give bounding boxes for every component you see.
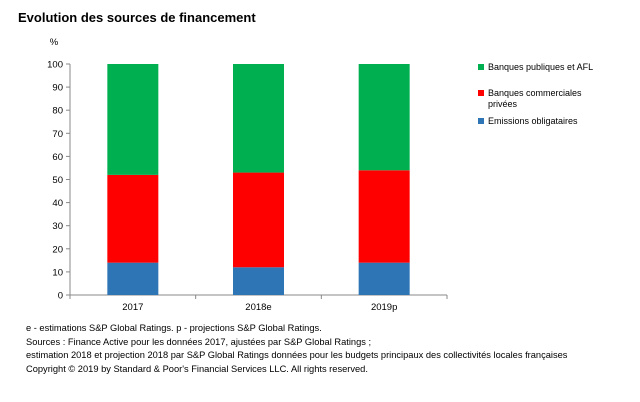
legend-item: Emissions obligataires: [478, 116, 606, 127]
y-tick-label: 10: [52, 267, 63, 278]
footnote-line: Copyright © 2019 by Standard & Poor's Fi…: [26, 363, 368, 374]
footnote-line: Sources : Finance Active pour les donnée…: [26, 336, 372, 347]
y-tick-label: 30: [52, 221, 63, 232]
bar-segment: [107, 64, 159, 175]
y-tick-label: 80: [52, 106, 63, 117]
y-tick-label: 60: [52, 152, 63, 163]
bar-segment: [233, 64, 284, 173]
bar-segment: [107, 262, 159, 295]
legend-swatch: [478, 118, 484, 124]
y-axis-label: %: [50, 37, 59, 48]
x-tick-label: 2018e: [245, 302, 271, 313]
y-tick-label: 100: [47, 60, 63, 71]
legend-swatch: [478, 64, 484, 70]
y-tick-label: 90: [52, 83, 63, 94]
x-tick-label: 2019p: [371, 302, 397, 313]
bar-segment: [358, 64, 410, 171]
legend-label: Banques publiques et AFL: [488, 62, 594, 72]
legend-item: Banques commerciales privées: [478, 88, 606, 110]
bar-segment: [107, 174, 159, 263]
bar-segment: [233, 172, 284, 268]
y-tick-label: 50: [52, 175, 63, 186]
footnotes: e - estimations S&P Global Ratings. p - …: [26, 322, 567, 376]
footnote-line: estimation 2018 et projection 2018 par S…: [26, 350, 568, 361]
chart-plot: % 0 10 20 30 40 50 60 70 80 90 100 2017 2018e 2019p: [47, 37, 448, 313]
legend-item: Banques publiques et AFL: [478, 62, 606, 73]
legend-label: Banques commerciales privées: [488, 88, 582, 109]
x-tick-label: 2017: [122, 302, 143, 313]
y-tick-label: 20: [52, 244, 63, 255]
bar-segment: [358, 170, 410, 263]
y-tick-label: 40: [52, 198, 63, 209]
legend-label: Emissions obligataires: [488, 116, 578, 126]
bar-segment: [358, 262, 410, 295]
legend-swatch: [478, 90, 484, 96]
bar-segment: [233, 267, 284, 295]
footnote-line: e - estimations S&P Global Ratings. p - …: [26, 323, 322, 333]
y-tick-label: 0: [58, 291, 63, 302]
y-tick-label: 70: [52, 129, 63, 140]
chart-title: Evolution des sources de financement: [18, 10, 256, 25]
